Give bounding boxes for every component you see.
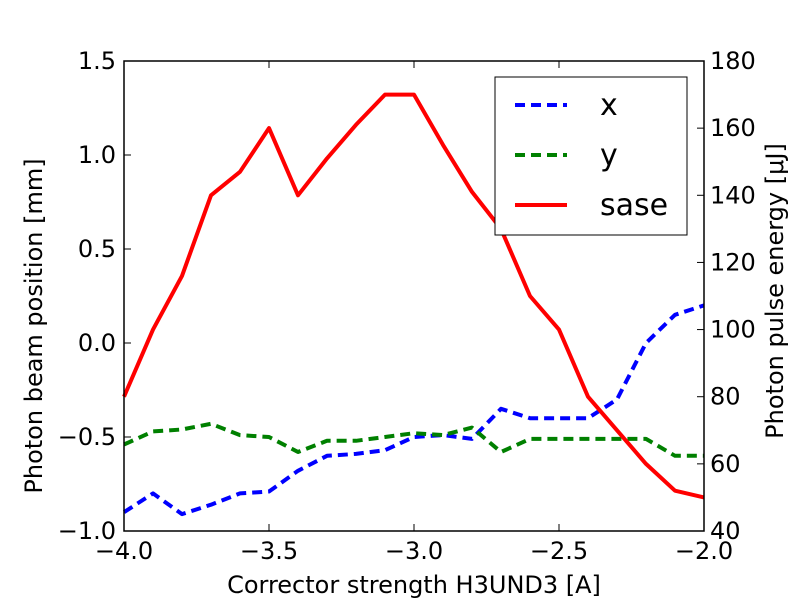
legend-label-y: y xyxy=(600,138,618,173)
legend: xy sase xyxy=(494,76,688,236)
right-y-tick-label: 60 xyxy=(710,450,741,478)
right-y-tick-label: 160 xyxy=(710,114,756,142)
x-tick-label: −2.0 xyxy=(675,537,733,565)
left-y-tick-label: −1.0 xyxy=(58,517,116,545)
series-layer xyxy=(122,92,705,517)
right-y-axis-label: Photon pulse energy [μJ] xyxy=(761,143,789,439)
legend-items: xy sase xyxy=(515,88,668,223)
left-y-tick-label: 0.0 xyxy=(78,329,116,357)
right-y-tick-label: 100 xyxy=(710,316,756,344)
left-y-tick-label: −0.5 xyxy=(58,423,116,451)
right-y-tick-label: 40 xyxy=(710,517,741,545)
right-y-tick-label: 140 xyxy=(710,181,756,209)
x-tick-label: −3.0 xyxy=(385,537,443,565)
legend-box xyxy=(494,76,688,236)
left-y-axis-label: Photon beam position [mm] xyxy=(20,158,48,493)
x-tick-label: −2.5 xyxy=(530,537,588,565)
x-axis-label: Corrector strength H3UND3 [A] xyxy=(227,571,601,599)
left-y-tick-label: 0.5 xyxy=(78,235,116,263)
right-y-tick-label: 180 xyxy=(710,47,756,75)
x-tick-label: −4.0 xyxy=(95,537,153,565)
legend-label-x: x xyxy=(600,88,618,123)
series-line-x xyxy=(122,303,705,517)
x-tick-label: −3.5 xyxy=(240,537,298,565)
right-y-tick-label: 80 xyxy=(710,383,741,411)
legend-label-sase: sase xyxy=(600,188,668,223)
left-y-tick-label: 1.5 xyxy=(78,47,116,75)
left-y-tick-label: 1.0 xyxy=(78,141,116,169)
right-y-tick-label: 120 xyxy=(710,248,756,276)
series-line-y xyxy=(123,421,704,458)
ticks-layer: −4.0 −3.5 −3.0 −2.5 −2.0 −1.0 −0.5 0.0 0.5 1.0 1.5… xyxy=(58,47,756,565)
series-line-sase xyxy=(122,92,705,500)
